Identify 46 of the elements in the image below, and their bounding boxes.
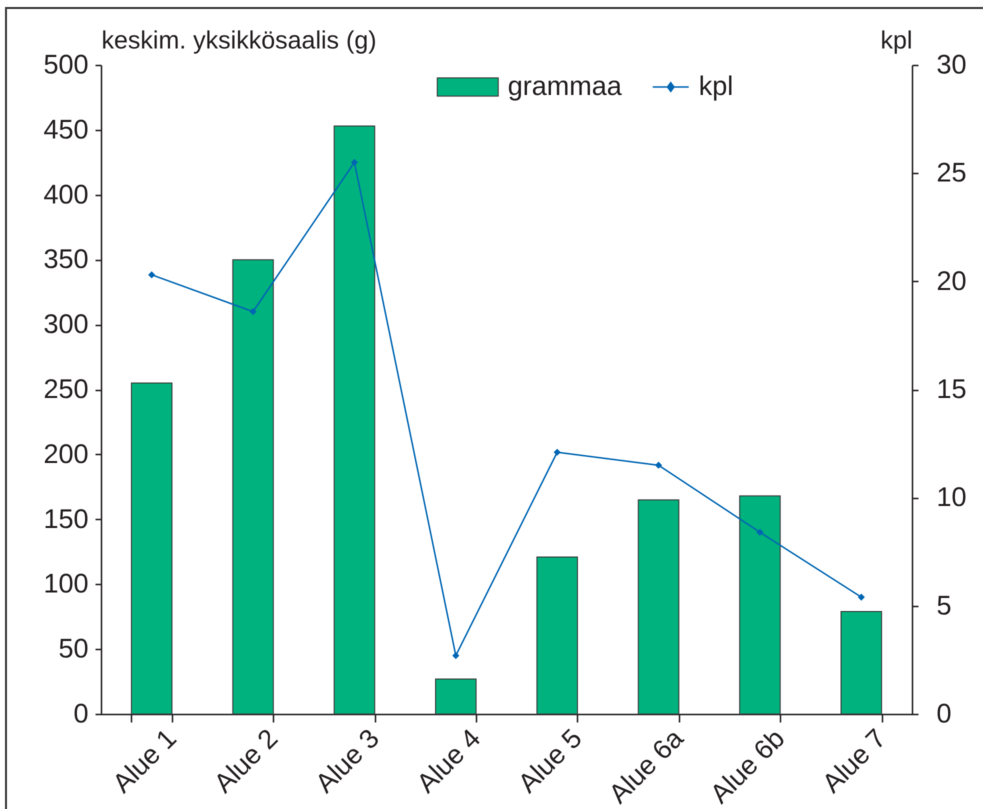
bar — [739, 495, 781, 714]
point — [452, 652, 460, 660]
x-tick-label: Alue 7 — [816, 723, 892, 799]
point — [350, 158, 358, 166]
bar — [334, 126, 376, 714]
x-tick-label: Alue 6b — [704, 723, 790, 809]
y2-axis-title: kpl — [880, 26, 912, 54]
y2-tick-label: 0 — [936, 698, 952, 728]
bar — [840, 610, 882, 714]
x-tick-label: Alue 1 — [106, 723, 182, 799]
y2-tick-label: 20 — [936, 266, 967, 296]
y-tick-label: 300 — [43, 309, 88, 340]
legend-label: kpl — [698, 71, 734, 101]
y2-tick-label: 25 — [936, 158, 967, 188]
point — [148, 271, 156, 278]
y-tick-label: 350 — [43, 244, 88, 274]
y-tick-label: 400 — [43, 179, 88, 210]
bar — [130, 382, 172, 714]
bar — [536, 556, 578, 714]
y-tick-label: 200 — [43, 438, 88, 469]
bar — [435, 678, 477, 714]
x-tick-label: Alue 4 — [410, 723, 486, 799]
x-tick-label: Alue 5 — [512, 723, 588, 799]
x-tick-label: Alue 2 — [208, 723, 284, 799]
y-tick-label: 0 — [73, 698, 88, 728]
y-axis-title: keskim. yksikkösaalis (g) — [102, 26, 377, 54]
legend-label: grammaa — [508, 71, 623, 101]
point — [250, 308, 257, 316]
bar — [638, 499, 680, 714]
y-tick-label: 150 — [43, 504, 88, 534]
y-tick-label: 450 — [43, 114, 88, 144]
y2-tick-label: 30 — [936, 50, 967, 80]
y2-tick-label: 10 — [936, 482, 967, 512]
y-tick-label: 500 — [43, 50, 88, 80]
y2-tick-label: 15 — [936, 374, 967, 404]
point — [655, 462, 662, 469]
x-tick-label: Alue 6a — [602, 722, 690, 809]
x-tick-label: Alue 3 — [309, 723, 385, 799]
y-tick-label: 100 — [43, 568, 88, 599]
point — [858, 594, 865, 601]
y-tick-label: 50 — [58, 634, 88, 664]
bar — [232, 259, 274, 714]
y-tick-label: 250 — [43, 374, 88, 404]
point — [554, 448, 561, 456]
point — [756, 528, 764, 536]
y2-tick-label: 5 — [936, 590, 952, 620]
